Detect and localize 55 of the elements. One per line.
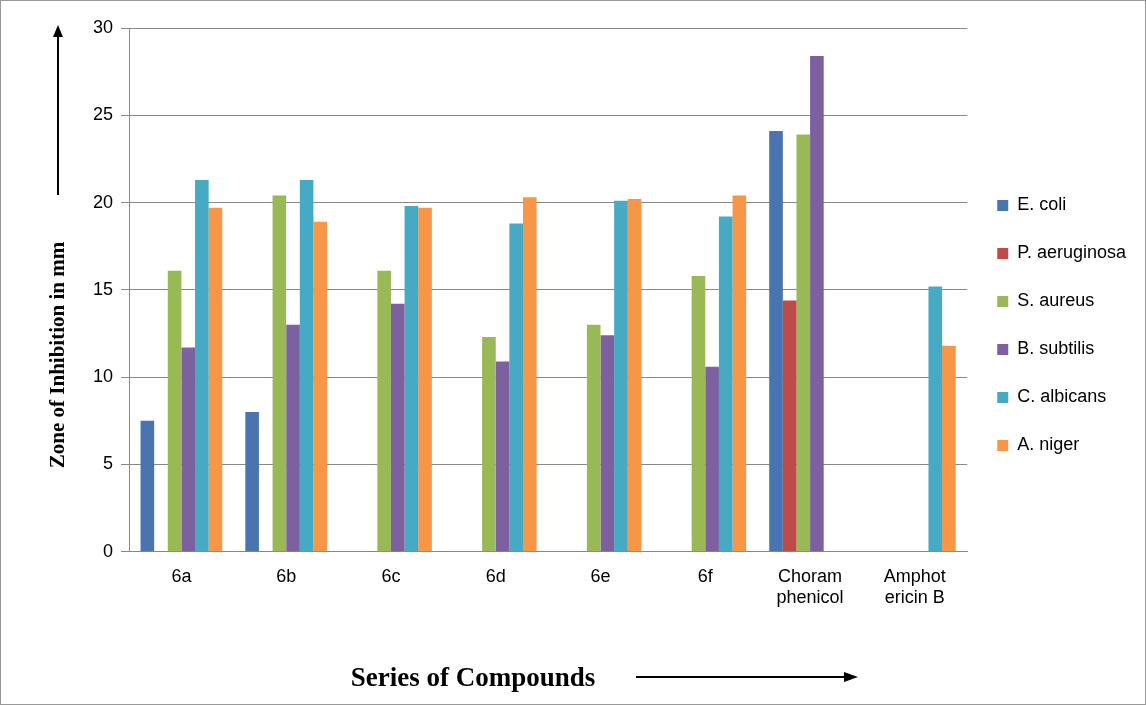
legend-label: B. subtilis	[1017, 338, 1095, 359]
bar	[691, 275, 706, 552]
legend-label: E. coli	[1017, 194, 1067, 215]
bar	[769, 131, 783, 552]
y-axis-title: Zone of Inhibition in mm	[44, 241, 70, 469]
bar	[140, 420, 155, 552]
bar	[627, 199, 642, 552]
x-axis-title: Series of Compounds	[350, 661, 596, 693]
bar	[509, 223, 523, 552]
bar	[377, 270, 391, 552]
bar	[245, 412, 259, 552]
y-tick-label: 30	[92, 16, 114, 37]
bar	[796, 134, 811, 552]
y-tick-label: 5	[103, 453, 114, 474]
bar	[810, 55, 824, 552]
bar	[732, 195, 747, 552]
y-tick-label: 20	[92, 191, 114, 212]
x-tick-label: 6d	[485, 565, 506, 586]
y-tick-label: 25	[92, 104, 114, 125]
legend-label: S. aureus	[1017, 290, 1095, 311]
bar	[718, 216, 733, 552]
legend-label: A. niger	[1017, 434, 1080, 455]
x-tick-label: 6e	[590, 565, 611, 586]
bar	[286, 324, 300, 552]
x-tick-label: 6f	[697, 565, 714, 586]
legend-label: P. aeruginosa	[1017, 242, 1127, 263]
y-tick-label: 10	[92, 366, 114, 387]
bar	[167, 270, 182, 552]
bar	[208, 207, 223, 552]
y-tick-label: 0	[103, 540, 114, 561]
bar	[272, 195, 287, 552]
legend-label: C. albicans	[1017, 386, 1107, 407]
bar	[600, 335, 615, 552]
bar	[495, 361, 510, 552]
bar	[195, 179, 209, 552]
bar	[522, 197, 537, 552]
x-tick-label: 6a	[171, 565, 193, 586]
bar	[705, 366, 719, 552]
x-tick-label: Choram phenicol	[776, 565, 844, 608]
bar	[782, 300, 797, 552]
bar	[404, 206, 419, 552]
bar	[482, 337, 496, 552]
x-tick-label: Amphot ericin B	[883, 565, 946, 608]
bar	[418, 207, 432, 552]
bar	[942, 345, 956, 552]
bar	[586, 324, 601, 552]
y-tick-label: 15	[92, 278, 114, 299]
x-tick-label: 6b	[276, 565, 297, 586]
bar	[181, 347, 196, 552]
bar	[390, 303, 405, 552]
bar	[299, 179, 314, 552]
bar	[928, 286, 943, 552]
bar	[614, 200, 628, 552]
bar	[313, 221, 328, 552]
x-tick-label: 6c	[381, 565, 401, 586]
